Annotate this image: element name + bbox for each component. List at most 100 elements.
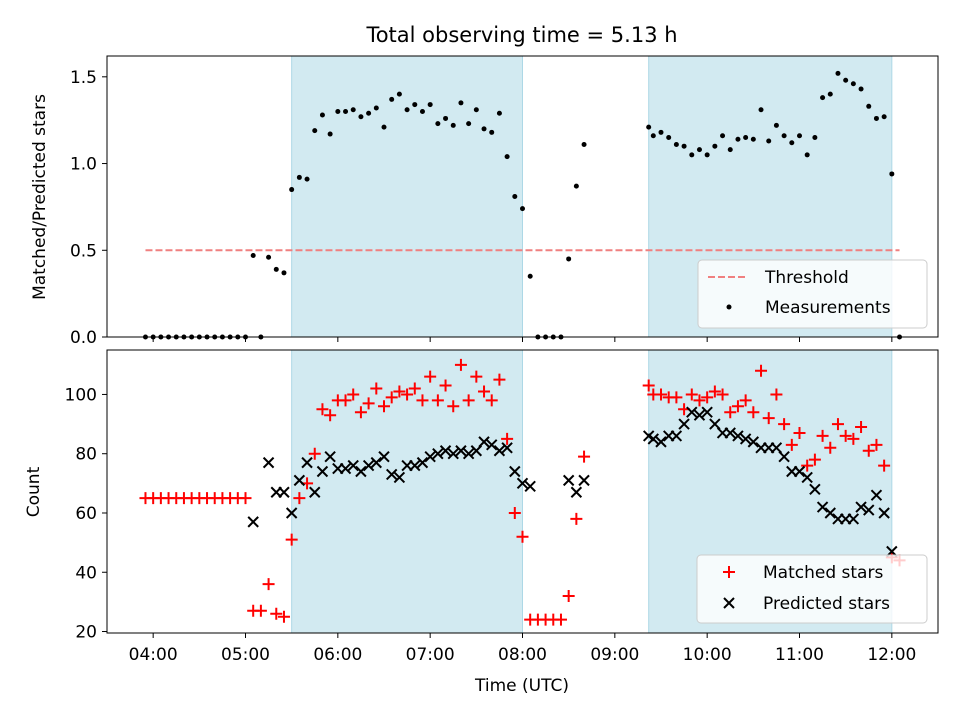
matched-star-point (855, 421, 868, 434)
predicted-star-point (293, 474, 306, 487)
predicted-star-point (247, 516, 259, 528)
matched-star-point (362, 397, 375, 410)
top-legend-box (697, 259, 928, 329)
top-title: Total observing time = 5.13 h (365, 23, 677, 47)
measurement-point (435, 121, 441, 127)
measurement-point (266, 254, 272, 260)
predicted-star-point (686, 406, 698, 418)
legend-threshold-label: Threshold (764, 268, 849, 288)
predicted-star-point (370, 456, 383, 469)
matched-star-point (870, 438, 883, 451)
matched-star-point (508, 506, 521, 519)
measurement-point (458, 100, 464, 106)
matched-star-point (493, 373, 506, 386)
predicted-star-point (486, 439, 498, 451)
measurement-point (443, 115, 449, 121)
matched-star-point (816, 429, 829, 442)
measurement-point (581, 141, 587, 147)
measurement-point (689, 152, 695, 158)
matched-star-point (447, 400, 460, 413)
measurement-point (481, 126, 487, 132)
top-measurement-points (142, 70, 903, 340)
measurement-point (527, 273, 533, 279)
predicted-star-point (416, 456, 429, 469)
matched-star-point (554, 613, 567, 626)
measurement-point (427, 102, 433, 108)
predicted-star-point (439, 445, 452, 457)
measurement-point (273, 266, 279, 272)
top-y-axis-label: Matched/Predicted stars (30, 94, 50, 300)
measurement-point (296, 174, 302, 180)
measurement-point (850, 81, 856, 87)
measurement-point (658, 129, 664, 135)
legend-predicted-swatch (723, 597, 735, 609)
legend-matched-label: Matched stars (763, 563, 883, 583)
measurement-point (373, 105, 379, 111)
measurement-point (343, 109, 349, 115)
measurement-point (735, 136, 741, 142)
predicted-star-point (278, 486, 290, 498)
measurement-point (389, 96, 395, 102)
matched-star-point (347, 388, 360, 401)
measurement-point (812, 135, 818, 141)
matched-star-point (324, 409, 337, 422)
x-tick-label: 12:00 (867, 645, 916, 665)
matched-star-point (693, 394, 706, 407)
matched-star-point (254, 604, 267, 617)
measurement-point (319, 112, 325, 118)
measurement-point (843, 77, 849, 83)
x-tick-label: 04:00 (129, 645, 178, 665)
predicted-star-point (693, 409, 706, 421)
predicted-star-point (701, 406, 713, 418)
predicted-star-point (378, 450, 390, 463)
top-y-ticks: 0.0 0.5 1.0 1.5 (70, 68, 107, 348)
matched-star-point (462, 394, 475, 407)
bottom-x-ticks: 04:00 05:00 06:00 07:00 08:00 09:00 10:00 11:00… (129, 633, 916, 665)
matched-star-point (308, 447, 321, 460)
y-tick-label: 100 (65, 385, 97, 405)
matched-star-point (655, 388, 667, 401)
matched-star-point (470, 370, 483, 383)
matched-star-point (642, 379, 655, 392)
measurement-point (773, 122, 779, 128)
predicted-star-point (362, 459, 375, 472)
measurement-point (743, 135, 749, 141)
bottom-y-ticks: 20 40 60 80 100 (65, 385, 107, 643)
predicted-star-point (801, 471, 813, 484)
predicted-star-point (524, 480, 536, 493)
legend-measurements-label: Measurements (765, 298, 891, 318)
predicted-star-point (432, 448, 444, 460)
x-axis-label: Time (UTC) (474, 676, 569, 696)
measurement-point (366, 110, 372, 116)
matched-star-point (747, 406, 760, 419)
predicted-star-point (562, 474, 575, 487)
matched-star-point (701, 391, 714, 404)
matched-star-point (431, 394, 444, 407)
matched-star-point (270, 607, 283, 620)
bottom-predicted-points (247, 406, 898, 558)
measurement-point (673, 141, 679, 147)
y-tick-label: 0.0 (70, 328, 97, 348)
measurement-point (520, 206, 525, 212)
legend-predicted-label: Predicted stars (763, 594, 890, 614)
y-tick-label: 80 (75, 445, 97, 465)
y-tick-label: 40 (75, 563, 97, 583)
bottom-y-axis-label: Count (24, 466, 44, 517)
predicted-star-point (647, 433, 660, 445)
predicted-star-point (339, 462, 352, 475)
matched-star-point (770, 388, 783, 401)
predicted-star-point (778, 450, 790, 463)
predicted-star-point (424, 450, 436, 463)
predicted-star-point (385, 468, 398, 481)
matched-star-point (393, 385, 406, 398)
predicted-star-point (578, 474, 590, 487)
measurement-point (419, 109, 425, 115)
matched-star-point (847, 432, 860, 445)
predicted-star-point (816, 501, 829, 513)
matched-star-point (454, 358, 467, 371)
measurement-point (727, 147, 733, 153)
measurement-point (873, 115, 879, 121)
x-tick-label: 11:00 (775, 645, 824, 665)
measurement-point (650, 133, 656, 139)
